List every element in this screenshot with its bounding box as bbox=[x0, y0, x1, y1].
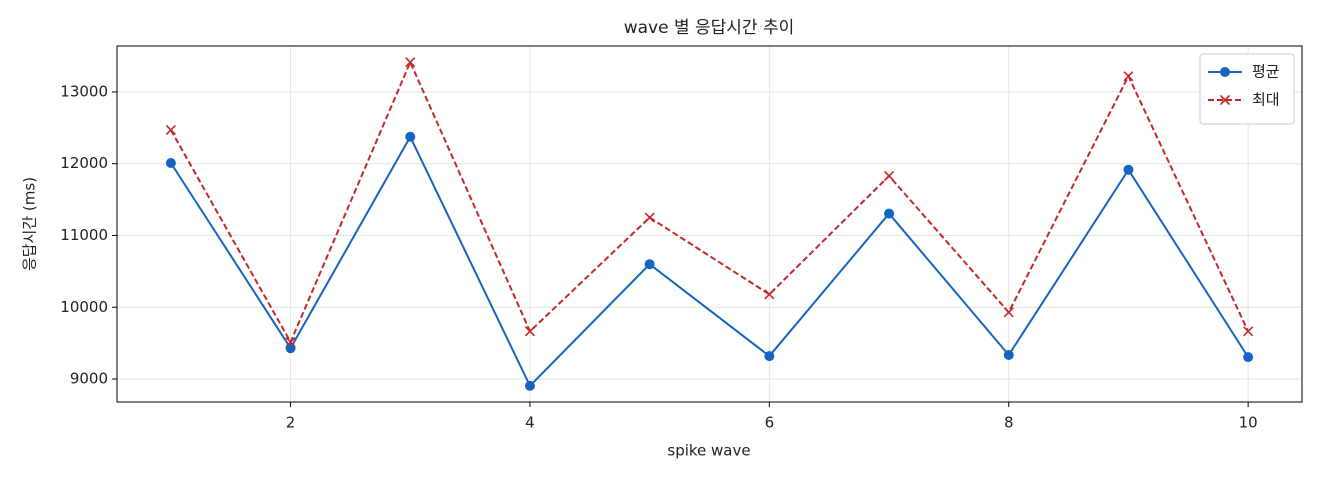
y-tick-label: 13000 bbox=[60, 82, 108, 100]
x-tick-label: 10 bbox=[1239, 414, 1258, 432]
y-tick-label: 9000 bbox=[70, 370, 108, 388]
chart-title: wave 별 응답시간 추이 bbox=[624, 18, 795, 38]
series-line bbox=[170, 134, 1249, 388]
legend-label: 최대 bbox=[1252, 91, 1280, 109]
marker bbox=[165, 124, 176, 136]
marker bbox=[644, 259, 655, 270]
marker bbox=[165, 157, 176, 168]
marker bbox=[1243, 326, 1254, 337]
x-tick-label: 4 bbox=[525, 414, 535, 432]
marker bbox=[405, 57, 416, 68]
x-tick-label: 8 bbox=[1004, 414, 1014, 432]
x-tick-label: 2 bbox=[286, 414, 296, 432]
legend-box bbox=[1199, 53, 1295, 125]
legend-marker bbox=[1220, 67, 1230, 77]
marker bbox=[524, 380, 535, 391]
marker bbox=[1003, 349, 1014, 360]
marker bbox=[405, 131, 416, 142]
plot-frame bbox=[116, 45, 1303, 403]
marker bbox=[524, 326, 536, 337]
legend-label: 평균 bbox=[1252, 63, 1280, 81]
y-tick-label: 10000 bbox=[60, 298, 108, 316]
marker bbox=[764, 351, 775, 362]
marker bbox=[764, 289, 775, 300]
x-tick-label: 6 bbox=[765, 414, 775, 432]
marker bbox=[884, 208, 895, 219]
marker bbox=[1123, 71, 1134, 82]
y-tick-label: 11000 bbox=[60, 226, 108, 244]
y-tick-label: 12000 bbox=[60, 154, 108, 172]
marker bbox=[1243, 352, 1254, 363]
series-line bbox=[169, 59, 1250, 345]
marker bbox=[644, 212, 655, 223]
marker bbox=[285, 337, 296, 348]
legend-marker bbox=[1219, 94, 1231, 106]
marker bbox=[1003, 307, 1014, 318]
marker bbox=[883, 170, 895, 181]
y-axis-label: 응답시간 (ms) bbox=[21, 177, 39, 271]
marker bbox=[1123, 164, 1134, 175]
x-axis-label: spike wave bbox=[667, 442, 750, 460]
